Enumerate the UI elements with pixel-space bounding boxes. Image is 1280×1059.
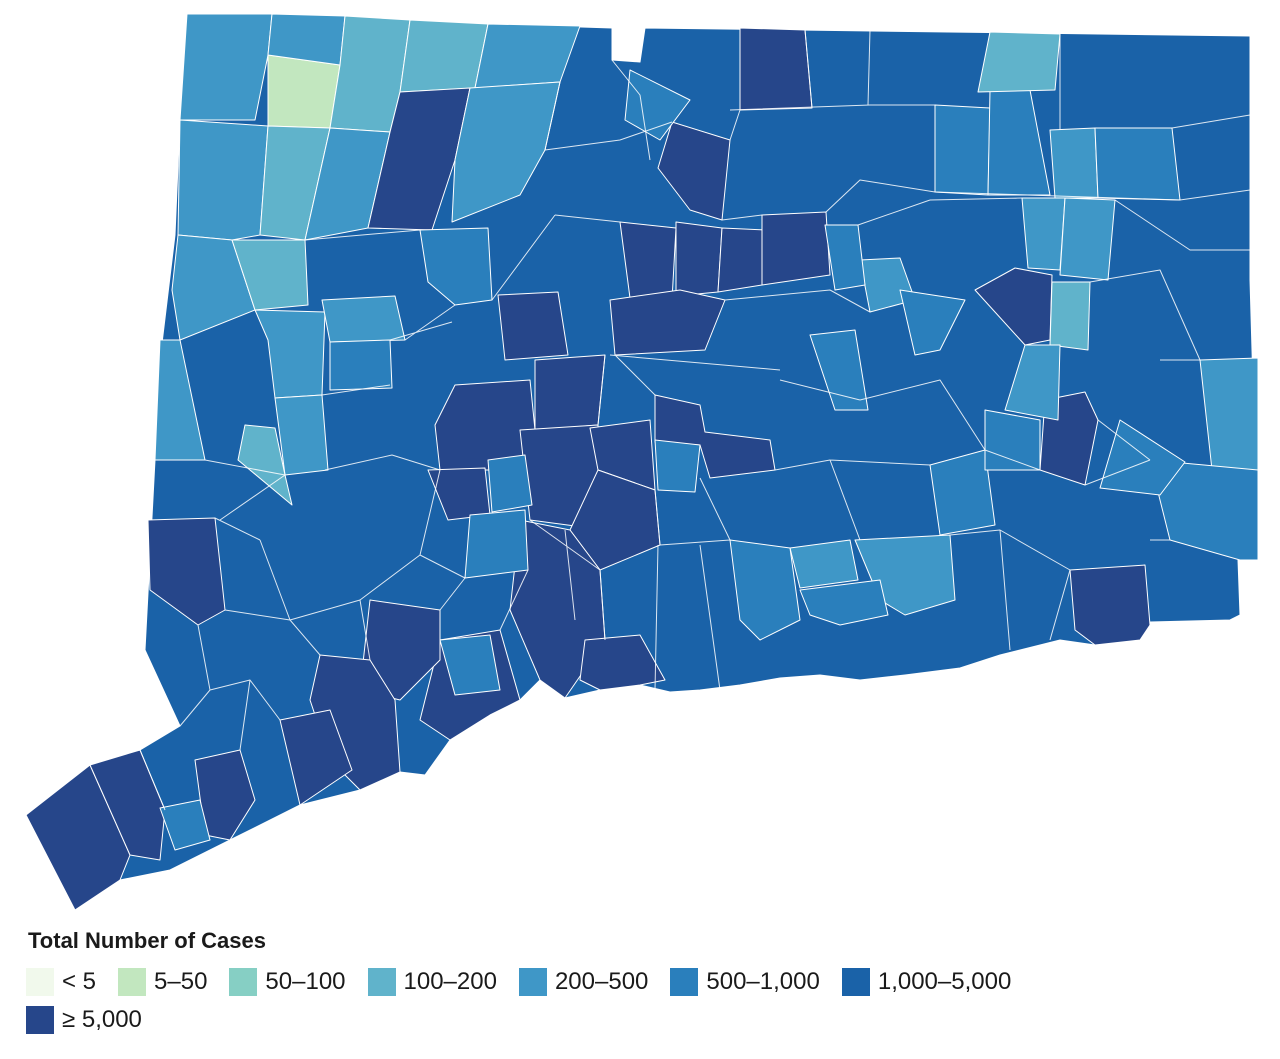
town-nw-16 (274, 394, 329, 476)
legend-label: 5–50 (154, 968, 208, 995)
town-c-25 (89, 749, 166, 861)
town-nw-1 (179, 13, 273, 121)
legend-title: Total Number of Cases (28, 928, 266, 953)
town-nw-7 (177, 119, 269, 241)
town-m-23 (977, 31, 1061, 93)
town-n-3 (419, 227, 493, 306)
legend-label: 200–500 (554, 968, 649, 995)
town-m-17 (789, 539, 859, 589)
legend-swatch (229, 968, 258, 996)
town-c-19 (579, 634, 666, 691)
town-c-2 (657, 121, 731, 221)
legend-items: < 5 5–50 50–100 100–200 200–500 500–1,00… (26, 968, 1256, 1034)
town-m-7 (1049, 281, 1091, 351)
legend-swatch (367, 968, 396, 996)
town-borders (139, 29, 1251, 811)
legend-swatch (118, 968, 147, 996)
town-m-25 (1099, 419, 1186, 496)
legend-item-1000-5000: 1,000–5,000 (841, 968, 1012, 996)
town-m-26 (984, 409, 1041, 471)
town-c-21 (147, 517, 226, 626)
legend-swatch (26, 1006, 54, 1034)
connecticut-town-choropleth-map (25, 13, 1259, 911)
town-nw-2 (267, 54, 341, 129)
legend-swatch (518, 968, 547, 996)
town-m-6 (1059, 197, 1116, 281)
town-c-10 (534, 354, 606, 431)
town-m-20 (464, 509, 529, 579)
legend-item-100-200: 100–200 (367, 968, 497, 996)
town-m-27 (824, 224, 866, 291)
legend-label: 1,000–5,000 (877, 968, 1012, 995)
legend-swatch (841, 968, 870, 996)
legend-label: < 5 (62, 968, 97, 995)
town-n-1 (321, 295, 406, 343)
legend-item-50-100: 50–100 (229, 968, 346, 996)
town-c-5 (717, 227, 766, 293)
town-m-12 (899, 289, 966, 356)
town-m-3 (1049, 127, 1099, 199)
town-m-22 (159, 799, 211, 851)
town-nw-13 (231, 239, 309, 311)
legend-label: 500–1,000 (706, 968, 820, 995)
town-m-1 (934, 104, 991, 196)
town-nw-5 (399, 19, 489, 93)
legend-item-200-500: 200–500 (518, 968, 649, 996)
town-m-14 (654, 439, 701, 493)
town-c-1 (739, 27, 813, 111)
legend-label: 50–100 (265, 968, 346, 995)
town-nw-17 (237, 424, 293, 506)
town-nw-12 (171, 234, 256, 341)
town-n-2 (329, 339, 393, 391)
legend-item-500-1000: 500–1,000 (670, 968, 820, 996)
town-c-3 (619, 221, 677, 301)
town-c-6 (761, 211, 831, 286)
legend-item-gte-5000: ≥ 5,000 (26, 1006, 1256, 1034)
town-m-10 (1149, 459, 1259, 561)
legend: Total Number of Cases < 5 5–50 50–100 10… (26, 928, 1256, 1034)
town-c-4 (675, 221, 723, 297)
town-m-4 (1094, 127, 1181, 201)
town-m-8 (1004, 344, 1061, 421)
legend-swatch (670, 968, 699, 996)
town-m-28 (439, 634, 501, 696)
town-m-24 (624, 69, 691, 141)
town-m-21 (487, 454, 533, 513)
legend-label: ≥ 5,000 (62, 1006, 142, 1033)
town-e-3 (1069, 564, 1151, 646)
town-regions (25, 13, 1259, 911)
legend-label: 100–200 (403, 968, 497, 995)
town-c-8 (497, 291, 569, 361)
town-c-22 (279, 709, 353, 806)
legend-swatch (26, 968, 54, 996)
town-c-7 (609, 289, 726, 356)
town-m-5 (1021, 197, 1066, 271)
town-c-24 (25, 764, 131, 911)
legend-item-lt-5: < 5 (26, 968, 96, 996)
town-m-19 (799, 579, 889, 626)
town-c-15 (569, 469, 661, 571)
town-m-13 (809, 329, 869, 411)
town-m-15 (929, 449, 996, 536)
legend-item-5-50: 5–50 (118, 968, 207, 996)
town-m-18 (729, 539, 801, 641)
